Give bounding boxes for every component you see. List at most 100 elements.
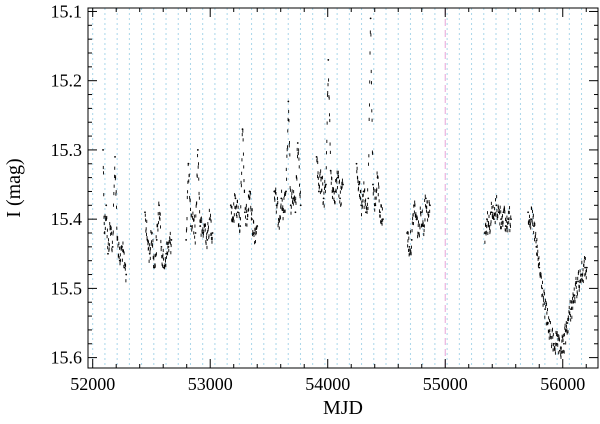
data-point (253, 232, 256, 234)
data-point (410, 239, 413, 241)
data-point (493, 218, 495, 221)
season-2 (185, 149, 214, 250)
data-point (355, 162, 358, 165)
data-point (372, 183, 374, 186)
data-point (566, 322, 569, 324)
data-point (107, 252, 109, 255)
season-3 (229, 128, 259, 245)
data-point (538, 266, 541, 269)
data-point (196, 149, 199, 151)
data-point (185, 239, 188, 241)
data-point (236, 211, 239, 214)
data-point (544, 308, 547, 311)
data-point (495, 204, 498, 207)
data-point (239, 225, 242, 227)
data-point (285, 190, 287, 193)
y-axis-label: I (mag) (3, 158, 25, 217)
data-point (111, 245, 114, 248)
data-point (116, 239, 119, 241)
data-point (121, 245, 123, 248)
data-point (246, 218, 249, 221)
data-point (160, 245, 163, 248)
data-point (211, 232, 214, 234)
data-point (318, 190, 320, 193)
data-point (158, 204, 160, 207)
data-points (102, 17, 588, 359)
x-axis-label: MJD (323, 397, 363, 419)
data-point (299, 204, 302, 207)
data-point (167, 245, 170, 248)
y-tick-label: 15.3 (51, 140, 83, 160)
data-point (360, 204, 363, 207)
x-tick-label: 52000 (70, 374, 115, 394)
data-point (339, 197, 341, 200)
axes-ticks: 52000 53000 54000 55000 56000 15.1 15.2 15.3 15.… (51, 1, 598, 394)
season-4 (273, 100, 302, 230)
data-point (585, 266, 588, 269)
data-point (424, 197, 427, 200)
data-point (420, 211, 423, 214)
season-5 (315, 59, 344, 208)
season-9 (527, 206, 588, 359)
data-point (563, 342, 565, 345)
data-point (379, 211, 381, 214)
y-tick-label: 15.5 (51, 278, 83, 298)
data-point (187, 162, 190, 165)
data-point (189, 225, 192, 227)
season-1 (144, 201, 173, 270)
data-point (322, 197, 325, 200)
data-point (125, 273, 128, 276)
data-point (327, 59, 330, 61)
data-point (584, 266, 586, 269)
data-point (541, 287, 544, 290)
season-6 (355, 17, 384, 226)
data-point (490, 211, 493, 214)
data-point (553, 342, 555, 345)
data-point (148, 252, 151, 255)
data-point (573, 294, 576, 297)
data-point (234, 197, 237, 200)
data-point (243, 211, 246, 214)
y-tick-label: 15.1 (51, 1, 83, 21)
data-point (194, 232, 197, 234)
data-point (102, 149, 104, 151)
data-point (369, 17, 372, 20)
season-7 (406, 194, 431, 257)
data-point (315, 155, 318, 158)
x-tick-label: 53000 (188, 374, 233, 394)
data-point (287, 100, 290, 103)
data-point (488, 225, 491, 227)
data-point (547, 322, 549, 324)
vertical-guide-lines (92, 8, 583, 368)
y-tick-label: 15.2 (51, 71, 83, 91)
data-point (527, 211, 529, 214)
data-point (256, 225, 259, 227)
data-point (155, 239, 158, 241)
data-point (342, 183, 344, 186)
data-point (325, 183, 327, 186)
data-point (510, 218, 512, 221)
data-point (105, 204, 108, 207)
data-point (367, 197, 370, 200)
x-tick-label: 56000 (540, 374, 585, 394)
data-point (408, 245, 411, 248)
data-point (294, 211, 297, 214)
data-point (114, 155, 116, 158)
season-0 (102, 149, 128, 283)
data-point (365, 211, 367, 214)
data-point (427, 211, 430, 214)
y-tick-label: 15.4 (51, 209, 83, 229)
data-point (251, 218, 253, 221)
season-8 (483, 195, 512, 244)
data-point (577, 280, 579, 283)
x-tick-label: 54000 (305, 374, 350, 394)
data-point (151, 232, 153, 234)
data-point (429, 204, 431, 207)
x-tick-label: 55000 (423, 374, 468, 394)
data-point (199, 225, 202, 227)
data-point (382, 218, 384, 221)
plot-frame (87, 7, 599, 369)
data-point (144, 211, 146, 214)
